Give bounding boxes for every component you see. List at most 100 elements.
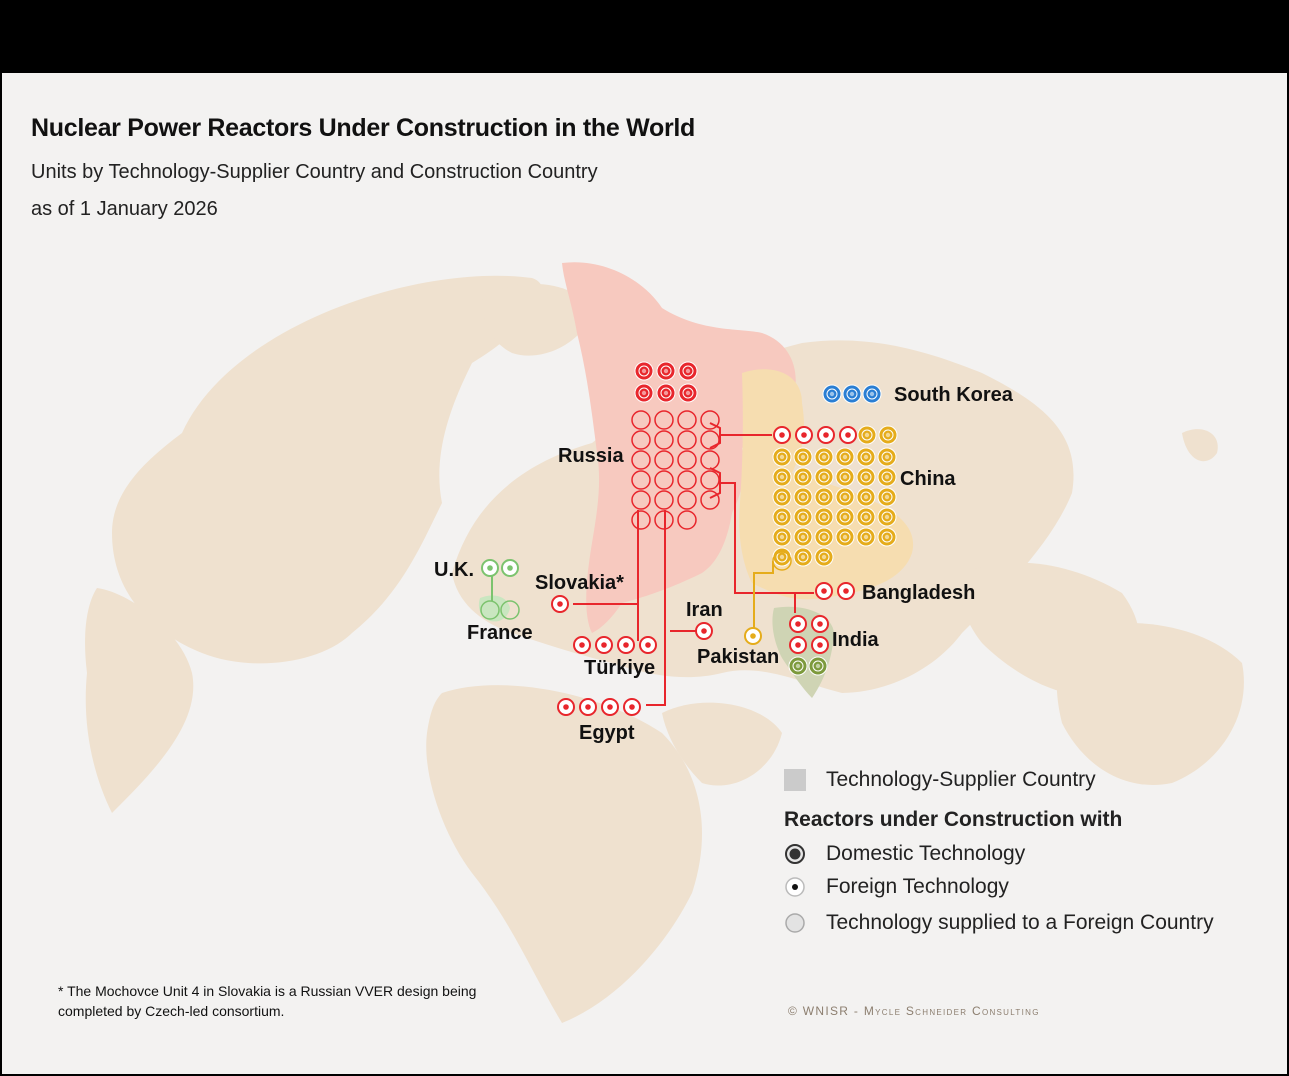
label-iran: Iran — [686, 599, 723, 621]
label-bangladesh: Bangladesh — [862, 582, 975, 604]
legend-foreign-row: Foreign Technology — [784, 875, 1009, 899]
africa-land — [426, 685, 702, 1023]
china-domestic-unit-22 — [835, 507, 855, 527]
china-domestic-unit-1 — [772, 447, 792, 467]
legend-domestic-label: Domestic Technology — [826, 842, 1026, 865]
supplier-swatch — [784, 769, 806, 791]
china-domestic-unit-23 — [856, 507, 876, 527]
russia-supplied-unit-16 — [700, 470, 720, 490]
russia-supplied-unit-14 — [654, 470, 674, 490]
egypt-foreign-unit-3 — [601, 698, 619, 716]
legend-supplier-label: Technology-Supplier Country — [826, 768, 1096, 791]
line-russia-china — [709, 422, 772, 449]
russia-supplied-unit-4 — [700, 410, 720, 430]
label-france: France — [467, 622, 533, 644]
china-domestic-unit-24 — [877, 507, 897, 527]
egypt-foreign-unit-1 — [557, 698, 575, 716]
line-russia-down — [637, 510, 698, 706]
russia-territory — [562, 262, 796, 633]
china-domestic-unit-15 — [814, 487, 834, 507]
legend-heading: Reactors under Construction with — [784, 808, 1123, 831]
china-domestic-unit-21 — [814, 507, 834, 527]
russia-domestic-unit-3 — [678, 361, 698, 381]
legend-foreign-label: Foreign Technology — [826, 875, 1009, 898]
russia-supplied-unit-9 — [631, 450, 651, 470]
china-domestic-unit-16 — [835, 487, 855, 507]
russia-supplied-unit-3 — [677, 410, 697, 430]
china-domestic-unit-8 — [793, 467, 813, 487]
arabia-land — [662, 702, 782, 786]
line-russia-bangladesh — [709, 467, 814, 594]
china-domestic-unit-20 — [793, 507, 813, 527]
legend-supplied-row: Technology supplied to a Foreign Country — [784, 911, 1214, 935]
russia-supplied-unit-13 — [631, 470, 651, 490]
russia-supplied-unit-20 — [700, 490, 720, 510]
label-pakistan: Pakistan — [697, 646, 779, 668]
turkiye-foreign-unit-4 — [639, 636, 657, 654]
russia-supplied-unit-11 — [677, 450, 697, 470]
china-domestic-unit-27 — [814, 527, 834, 547]
pakistan-foreign-unit-1 — [744, 627, 762, 645]
china-domestic-unit-29 — [856, 527, 876, 547]
russia-supplied-unit-19 — [677, 490, 697, 510]
china-foreign-unit-2 — [795, 426, 813, 444]
turkiye-foreign-unit-1 — [573, 636, 591, 654]
china-foreign-unit-4 — [839, 426, 857, 444]
reactor-markers — [480, 361, 898, 716]
russia-domestic-unit-5 — [656, 383, 676, 403]
uk-foreign-unit-1 — [481, 559, 499, 577]
china-domestic-unit-25 — [772, 527, 792, 547]
russia-supplied-unit-1 — [631, 410, 651, 430]
legend-supplier-row: Technology-Supplier Country — [784, 768, 1096, 792]
china-domestic-unit-17 — [856, 487, 876, 507]
turkiye-foreign-unit-3 — [617, 636, 635, 654]
date-line: as of 1 January 2026 — [31, 198, 218, 220]
france-supplied-unit-1 — [480, 600, 500, 620]
china-domestic-top-2 — [878, 425, 898, 445]
china-domestic-unit-14 — [793, 487, 813, 507]
china-domestic-unit-6 — [877, 447, 897, 467]
china-foreign-unit-1 — [773, 426, 791, 444]
south-korea-unit-3 — [862, 384, 882, 404]
islands-land — [1182, 429, 1218, 462]
russia-supplied-unit-7 — [677, 430, 697, 450]
russia-supplied-unit-18 — [654, 490, 674, 510]
china-domestic-top-1 — [857, 425, 877, 445]
china-domestic-unit-28 — [835, 527, 855, 547]
line-china-pakistan — [753, 561, 774, 628]
india-foreign-unit-2 — [811, 615, 829, 633]
china-domestic-unit-7 — [772, 467, 792, 487]
label-uk: U.K. — [434, 559, 474, 581]
china-domestic-unit-18 — [877, 487, 897, 507]
iran-foreign-unit-1 — [695, 622, 713, 640]
india-foreign-unit-4 — [811, 636, 829, 654]
china-domestic-bottom-2 — [793, 547, 813, 567]
russia-supplied-unit-12 — [700, 450, 720, 470]
russia-supplied-unit-6 — [654, 430, 674, 450]
south-korea-unit-1 — [822, 384, 842, 404]
map-title: Nuclear Power Reactors Under Constructio… — [31, 114, 696, 142]
country-labels: Russia China South Korea U.K. France Slo… — [434, 384, 1014, 744]
uk-foreign-unit-2 — [501, 559, 519, 577]
russia-supplied-extra-2 — [654, 510, 674, 530]
russia-domestic-unit-1 — [634, 361, 654, 381]
china-domestic-unit-12 — [877, 467, 897, 487]
label-india: India — [832, 629, 880, 651]
russia-supplied-extra-3 — [677, 510, 697, 530]
russia-supplied-unit-15 — [677, 470, 697, 490]
bangladesh-foreign-unit-2 — [837, 582, 855, 600]
connector-lines — [491, 422, 814, 706]
label-russia: Russia — [558, 445, 624, 467]
map-subtitle: Units by Technology-Supplier Country and… — [31, 161, 598, 183]
bangladesh-foreign-unit-1 — [815, 582, 833, 600]
map-panel: Russia China South Korea U.K. France Slo… — [2, 73, 1287, 1074]
label-china: China — [900, 468, 956, 490]
india-foreign-unit-1 — [789, 615, 807, 633]
greenland-land — [482, 283, 592, 356]
china-domestic-unit-13 — [772, 487, 792, 507]
china-domestic-unit-19 — [772, 507, 792, 527]
south-korea-unit-2 — [842, 384, 862, 404]
egypt-foreign-unit-2 — [579, 698, 597, 716]
label-slovakia: Slovakia* — [535, 572, 624, 594]
russia-supplied-unit-2 — [654, 410, 674, 430]
